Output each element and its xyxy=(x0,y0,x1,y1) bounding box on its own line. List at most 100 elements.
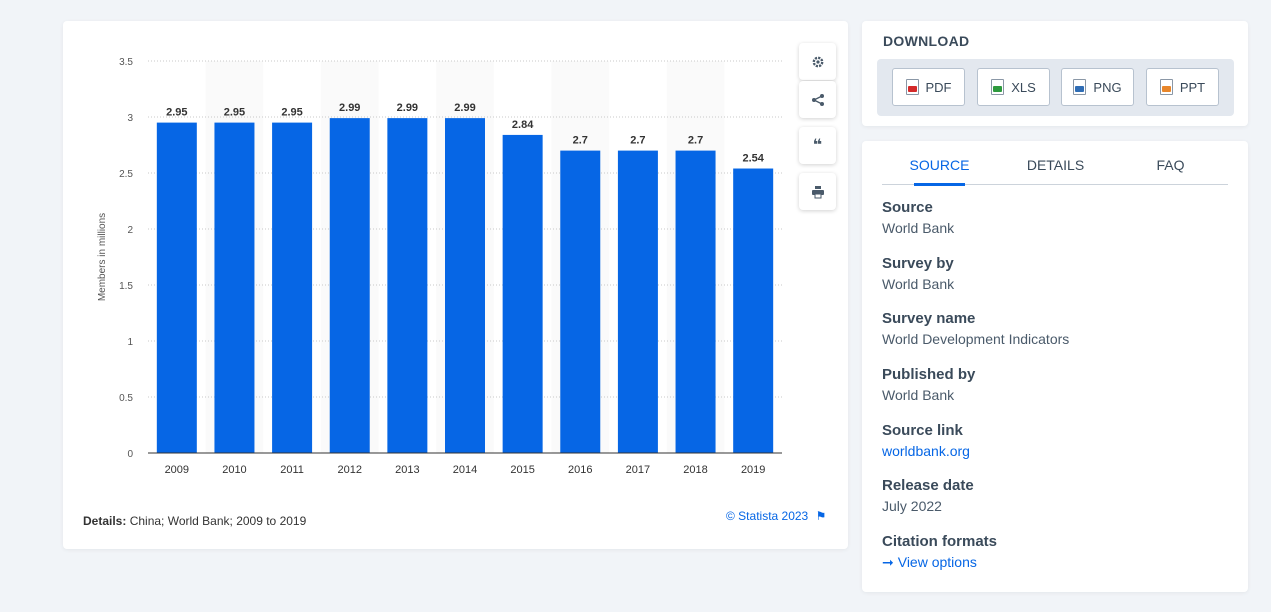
x-tick-label: 2018 xyxy=(683,464,707,476)
bar[interactable] xyxy=(502,134,543,454)
download-title: DOWNLOAD xyxy=(883,33,970,49)
x-tick-label: 2012 xyxy=(337,464,361,476)
details-text: China; World Bank; 2009 to 2019 xyxy=(129,514,307,528)
statista-credit-link[interactable]: © Statista 2023 ⚑ xyxy=(726,509,826,523)
y-tick-label: 3.5 xyxy=(119,57,133,68)
x-tick-label: 2017 xyxy=(626,464,650,476)
survey-name-item: Survey name World Development Indicators xyxy=(882,310,1069,347)
published-by-item: Published by World Bank xyxy=(882,366,975,403)
share-icon xyxy=(811,93,824,106)
png-file-icon xyxy=(1073,79,1087,95)
survey-by-value: World Bank xyxy=(882,276,955,292)
bar[interactable] xyxy=(329,118,370,454)
download-panel: PDF XLS PNG PPT xyxy=(877,59,1234,116)
x-tick-label: 2009 xyxy=(165,464,189,476)
arrow-right-icon: ➞ xyxy=(882,554,894,570)
download-pdf-label: PDF xyxy=(925,79,952,95)
y-axis-label: Members in millions xyxy=(97,213,108,301)
release-date-value: July 2022 xyxy=(882,498,942,514)
survey-name-label: Survey name xyxy=(882,310,976,327)
x-tick-label: 2014 xyxy=(453,464,477,476)
bar[interactable] xyxy=(445,118,485,454)
cite-button[interactable]: ❝ xyxy=(799,127,836,164)
survey-by-label: Survey by xyxy=(882,255,954,272)
xls-file-icon xyxy=(991,79,1005,95)
tab-details[interactable]: DETAILS xyxy=(1026,157,1085,173)
bar[interactable] xyxy=(675,150,716,453)
bar[interactable] xyxy=(214,122,255,453)
settings-button[interactable] xyxy=(799,43,836,80)
bar-value-label: 2.95 xyxy=(166,107,187,119)
y-tick-label: 1.5 xyxy=(119,281,133,292)
source-link[interactable]: worldbank.org xyxy=(882,443,970,459)
published-by-value: World Bank xyxy=(882,387,955,403)
credit-text: © Statista 2023 xyxy=(726,509,809,523)
pdf-file-icon xyxy=(905,79,919,95)
citation-label: Citation formats xyxy=(882,533,998,550)
info-tabs: SOURCE DETAILS FAQ xyxy=(882,157,1228,186)
source-link-label: Source link xyxy=(882,422,963,439)
survey-name-value: World Development Indicators xyxy=(882,331,1070,347)
download-ppt-label: PPT xyxy=(1179,79,1206,95)
quote-icon: ❝ xyxy=(812,136,823,154)
bar[interactable] xyxy=(560,150,601,453)
source-value: World Bank xyxy=(882,220,955,236)
bar-value-label: 2.7 xyxy=(630,135,645,147)
bar-value-label: 2.84 xyxy=(512,119,534,131)
y-tick-label: 0.5 xyxy=(119,393,133,404)
bar-chart: 0 0.5 1 1.5 2 2.5 3 3.5 2.95 2.95 2.95 2.99 2.99 2.9… xyxy=(97,57,782,476)
download-png-label: PNG xyxy=(1093,79,1122,95)
published-by-label: Published by xyxy=(882,366,976,383)
bar[interactable] xyxy=(156,122,197,453)
print-button[interactable] xyxy=(799,173,836,210)
bar[interactable] xyxy=(733,168,774,453)
download-xls-button[interactable]: XLS xyxy=(977,68,1050,106)
chart-details: Details: China; World Bank; 2009 to 2019 xyxy=(83,514,306,528)
release-date-label: Release date xyxy=(882,477,974,494)
bar-value-label: 2.7 xyxy=(573,135,588,147)
x-tick-label: 2015 xyxy=(510,464,534,476)
bar-value-label: 2.54 xyxy=(742,153,764,165)
view-options-label: View options xyxy=(897,554,977,570)
x-tick-label: 2019 xyxy=(741,464,765,476)
bar-value-label: 2.95 xyxy=(224,107,245,119)
y-tick-label: 2 xyxy=(127,225,133,236)
y-tick-label: 3 xyxy=(127,113,133,124)
gear-icon xyxy=(812,56,823,67)
download-ppt-button[interactable]: PPT xyxy=(1146,68,1219,106)
bar[interactable] xyxy=(272,122,313,453)
bar[interactable] xyxy=(617,150,658,453)
bar-value-label: 2.99 xyxy=(339,102,360,114)
flag-icon: ⚑ xyxy=(815,509,827,523)
y-tick-label: 1 xyxy=(127,337,133,348)
download-png-button[interactable]: PNG xyxy=(1061,68,1134,106)
download-card: DOWNLOAD PDF XLS PNG PPT xyxy=(862,21,1248,126)
source-link-item: Source link worldbank.org xyxy=(882,422,970,459)
chart-card: 0 0.5 1 1.5 2 2.5 3 3.5 2.95 2.95 2.95 2.99 2.99 2.9… xyxy=(63,21,848,549)
x-tick-label: 2013 xyxy=(395,464,419,476)
x-tick-label: 2011 xyxy=(280,464,304,476)
printer-icon xyxy=(811,185,824,198)
share-button[interactable] xyxy=(799,81,836,118)
tab-faq[interactable]: FAQ xyxy=(1156,157,1185,173)
y-tick-label: 0 xyxy=(127,449,133,460)
source-label: Source xyxy=(882,199,933,216)
bar-value-label: 2.99 xyxy=(397,102,418,114)
download-xls-label: XLS xyxy=(1011,79,1036,95)
bar-value-label: 2.99 xyxy=(454,102,475,114)
bar-value-label: 2.7 xyxy=(688,135,703,147)
x-tick-label: 2016 xyxy=(568,464,592,476)
bar-value-label: 2.95 xyxy=(281,107,302,119)
source-item: Source World Bank xyxy=(882,199,954,236)
source-card: SOURCE DETAILS FAQ Source World Bank Sur… xyxy=(862,141,1248,592)
y-tick-label: 2.5 xyxy=(119,169,133,180)
download-pdf-button[interactable]: PDF xyxy=(892,68,965,106)
citation-item: Citation formats ➞ View options xyxy=(882,533,997,571)
bar[interactable] xyxy=(387,118,428,454)
details-label: Details: xyxy=(83,514,127,528)
release-date-item: Release date July 2022 xyxy=(882,477,974,514)
view-options-link[interactable]: ➞ View options xyxy=(882,554,997,571)
ppt-file-icon xyxy=(1159,79,1173,95)
x-tick-label: 2010 xyxy=(222,464,246,476)
tab-source[interactable]: SOURCE xyxy=(882,157,997,186)
